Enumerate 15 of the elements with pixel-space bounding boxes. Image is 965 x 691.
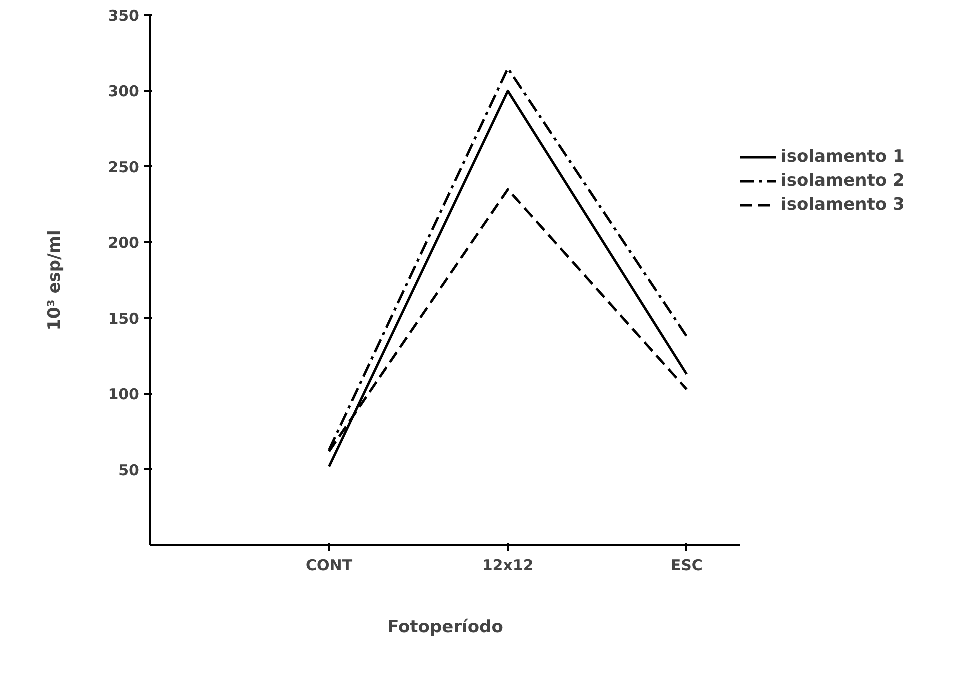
y-tick-label: 200 xyxy=(108,234,140,252)
legend-label: isolamento 2 xyxy=(781,171,905,191)
legend-label: isolamento 3 xyxy=(781,195,905,215)
y-tick-label: 350 xyxy=(108,7,140,25)
x-tick-label: CONT xyxy=(306,556,354,574)
y-tick-label: 100 xyxy=(108,386,140,404)
y-tick-label: 50 xyxy=(118,461,140,480)
y-axis-title: 10³ esp/ml xyxy=(45,230,66,331)
x-tick-label: ESC xyxy=(670,556,703,574)
x-tick-label: 12x12 xyxy=(482,556,534,574)
y-tick-label: 150 xyxy=(108,310,140,328)
y-tick-label: 250 xyxy=(108,158,140,176)
y-tick-label: 300 xyxy=(108,82,140,101)
x-axis-title: Fotoperíodo xyxy=(388,618,504,638)
legend-label: isolamento 1 xyxy=(781,147,905,167)
